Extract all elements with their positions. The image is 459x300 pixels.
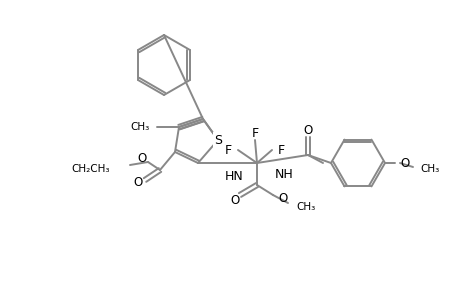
Text: F: F xyxy=(224,143,231,157)
Text: CH₂CH₃: CH₂CH₃ xyxy=(71,164,110,174)
Text: O: O xyxy=(399,157,409,169)
Text: O: O xyxy=(137,152,146,164)
Text: F: F xyxy=(277,143,285,157)
Text: O: O xyxy=(277,191,286,205)
Text: CH₃: CH₃ xyxy=(419,164,438,174)
Text: NH: NH xyxy=(274,169,293,182)
Text: CH₃: CH₃ xyxy=(295,202,314,212)
Text: CH₃: CH₃ xyxy=(130,122,150,132)
Text: O: O xyxy=(230,194,239,206)
Text: F: F xyxy=(251,127,258,140)
Text: O: O xyxy=(133,176,142,190)
Text: S: S xyxy=(213,134,222,146)
Text: O: O xyxy=(303,124,312,136)
Text: HN: HN xyxy=(224,170,243,184)
